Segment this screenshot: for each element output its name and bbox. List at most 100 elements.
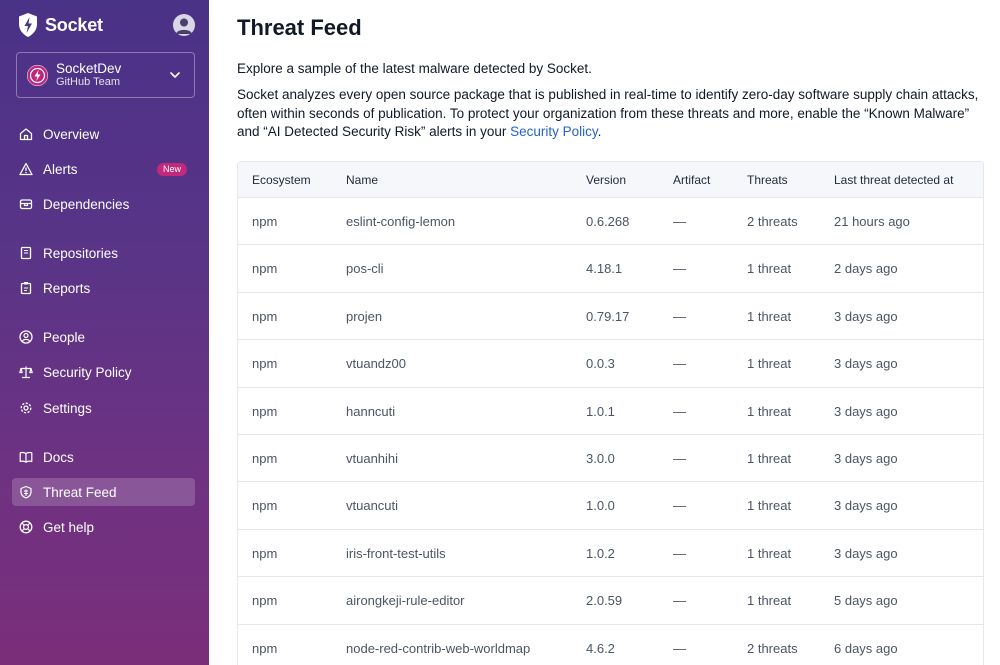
cell-threats: 1 threat: [747, 545, 792, 561]
brand[interactable]: Socket: [18, 12, 103, 38]
book-open-icon: [19, 451, 33, 463]
gear-icon: [20, 402, 32, 414]
sidebar-item-people[interactable]: People: [12, 323, 195, 351]
cell-version: 0.6.268: [586, 214, 630, 229]
cell-ecosystem: npm: [252, 214, 278, 229]
table-row[interactable]: npm pos-cli 4.18.1 — 1 threat 2 days ago: [238, 245, 983, 293]
cell-last-detected: 6 days ago: [834, 640, 898, 656]
sidebar-item-security-policy[interactable]: Security Policy: [12, 358, 195, 386]
sidebar-item-label: Dependencies: [43, 196, 130, 212]
table-row[interactable]: npm vtuandz00 0.0.3 — 1 threat 3 days ago: [238, 340, 983, 388]
sidebar-item-overview[interactable]: Overview: [12, 120, 195, 148]
cell-artifact: —: [673, 498, 686, 514]
sidebar-item-settings[interactable]: Settings: [12, 394, 195, 422]
sidebar-item-alerts[interactable]: Alerts New: [12, 155, 195, 183]
cell-threats: 1 threat: [747, 356, 792, 372]
cell-artifact: —: [673, 593, 686, 609]
sidebar-item-reports[interactable]: Reports: [12, 274, 195, 302]
warning-icon: [19, 162, 33, 176]
sidebar-item-dependencies[interactable]: Dependencies: [12, 190, 195, 218]
security-policy-link[interactable]: Security Policy: [510, 124, 598, 139]
sidebar-item-get-help[interactable]: Get help: [12, 513, 195, 541]
cell-artifact: —: [673, 403, 686, 419]
cell-ecosystem: npm: [252, 261, 278, 277]
cell-last-detected: 3 days ago: [834, 545, 898, 561]
org-logo: [27, 64, 48, 86]
org-subtitle: GitHub Team: [56, 76, 120, 89]
cell-ecosystem: npm: [252, 308, 278, 324]
scale-icon: [19, 366, 33, 379]
sidebar-item-repositories[interactable]: Repositories: [12, 239, 195, 267]
cell-last-detected: 3 days ago: [834, 450, 898, 466]
org-name: SocketDev: [56, 60, 122, 76]
cell-threats: 2 threats: [747, 640, 798, 656]
cell-artifact: —: [673, 450, 686, 466]
cell-version: 1.0.0: [586, 498, 615, 514]
sidebar-item-label: Get help: [43, 519, 95, 535]
cell-name: hanncuti: [346, 403, 396, 419]
threat-table: Ecosystem Name Version Artifact Threats …: [237, 161, 984, 665]
cell-ecosystem: npm: [252, 593, 278, 609]
sidebar-item-label: Docs: [43, 449, 74, 465]
package-icon: [19, 199, 33, 210]
cell-artifact: —: [673, 214, 686, 229]
sidebar-item-docs[interactable]: Docs: [12, 443, 195, 471]
cell-last-detected: 21 hours ago: [834, 214, 910, 229]
column-header-version: Version: [586, 173, 627, 187]
cell-last-detected: 2 days ago: [834, 261, 898, 277]
cell-ecosystem: npm: [252, 450, 278, 466]
cell-threats: 1 threat: [747, 593, 792, 609]
cell-version: 3.0.0: [586, 450, 615, 466]
cell-threats: 1 threat: [747, 450, 792, 466]
book-icon: [20, 246, 32, 260]
new-badge: New: [156, 163, 187, 176]
socket-logo-icon: [19, 13, 37, 37]
cell-artifact: —: [673, 356, 686, 372]
sidebar-item-threat-feed[interactable]: Threat Feed: [12, 478, 195, 506]
cell-threats: 1 threat: [747, 403, 792, 419]
table-row[interactable]: npm projen 0.79.17 — 1 threat 3 days ago: [238, 293, 983, 341]
table-row[interactable]: npm vtuancuti 1.0.0 — 1 threat 3 days ago: [238, 482, 983, 530]
column-header-last-detected: Last threat detected at: [834, 173, 954, 187]
cell-version: 4.18.1: [586, 261, 623, 277]
cell-ecosystem: npm: [252, 545, 278, 561]
description-text: Socket analyzes every open source packag…: [237, 86, 987, 142]
cell-version: 0.79.17: [586, 308, 630, 324]
page-title: Threat Feed: [237, 15, 362, 40]
user-avatar[interactable]: [173, 14, 195, 36]
person-icon: [19, 330, 33, 344]
table-row[interactable]: npm node-red-contrib-web-worldmap 4.6.2 — 2 …: [238, 625, 983, 665]
cell-artifact: —: [673, 308, 686, 324]
cell-version: 4.6.2: [586, 640, 615, 656]
table-body: npm eslint-config-lemon 0.6.268 — 2 threats 2…: [238, 198, 983, 665]
sidebar-item-label: Settings: [43, 400, 92, 416]
table-row[interactable]: npm iris-front-test-utils 1.0.2 — 1 threat 3 …: [238, 530, 983, 578]
intro-text: Explore a sample of the latest malware d…: [237, 61, 592, 76]
column-header-artifact: Artifact: [673, 173, 711, 187]
table-header: Ecosystem Name Version Artifact Threats …: [238, 162, 983, 198]
table-row[interactable]: npm vtuanhihi 3.0.0 — 1 threat 3 days ago: [238, 435, 983, 483]
column-header-threats: Threats: [747, 173, 788, 187]
table-row[interactable]: npm hanncuti 1.0.1 — 1 threat 3 days ago: [238, 388, 983, 435]
home-icon: [19, 128, 33, 141]
org-switcher[interactable]: SocketDev GitHub Team: [16, 52, 195, 98]
sidebar-item-label: Alerts: [43, 161, 78, 177]
description-end: .: [597, 124, 602, 139]
cell-version: 1.0.2: [586, 545, 615, 561]
sidebar-item-label: Security Policy: [43, 364, 132, 380]
cell-last-detected: 3 days ago: [834, 356, 898, 372]
cell-version: 1.0.1: [586, 403, 615, 419]
table-row[interactable]: npm airongkeji-rule-editor 2.0.59 — 1 threat…: [238, 577, 983, 625]
cell-artifact: —: [673, 640, 686, 656]
org-bolt-icon: [27, 65, 48, 85]
cell-ecosystem: npm: [252, 498, 278, 514]
cell-artifact: —: [673, 261, 686, 277]
cell-last-detected: 3 days ago: [834, 403, 898, 419]
sidebar-item-label: People: [43, 329, 86, 345]
cell-threats: 1 threat: [747, 261, 792, 277]
cell-last-detected: 3 days ago: [834, 498, 898, 514]
cell-name: eslint-config-lemon: [346, 214, 456, 229]
column-header-ecosystem: Ecosystem: [252, 173, 311, 187]
cell-artifact: —: [673, 545, 686, 561]
table-row[interactable]: npm eslint-config-lemon 0.6.268 — 2 threats 2…: [238, 198, 983, 246]
